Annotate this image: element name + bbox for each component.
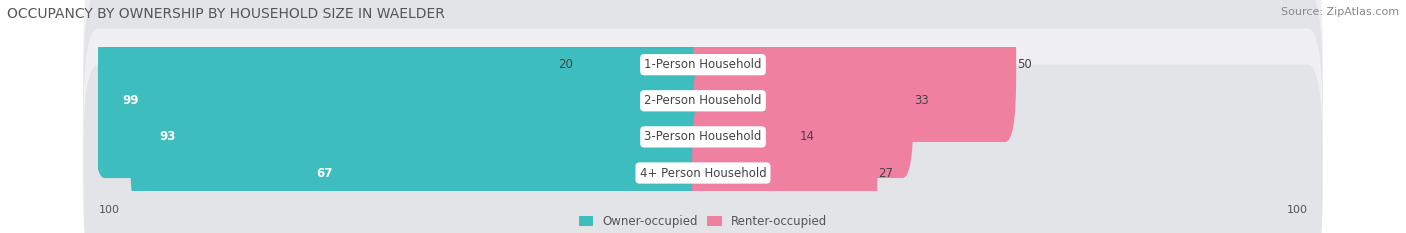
Text: 67: 67 (316, 167, 332, 179)
Text: 1-Person Household: 1-Person Household (644, 58, 762, 71)
FancyBboxPatch shape (692, 60, 799, 214)
FancyBboxPatch shape (287, 96, 714, 233)
Text: 4+ Person Household: 4+ Person Household (640, 167, 766, 179)
FancyBboxPatch shape (83, 0, 1323, 173)
FancyBboxPatch shape (571, 0, 714, 142)
FancyBboxPatch shape (94, 24, 714, 178)
Text: 99: 99 (122, 94, 139, 107)
Text: 27: 27 (879, 167, 893, 179)
Legend: Owner-occupied, Renter-occupied: Owner-occupied, Renter-occupied (574, 211, 832, 233)
Text: OCCUPANCY BY OWNERSHIP BY HOUSEHOLD SIZE IN WAELDER: OCCUPANCY BY OWNERSHIP BY HOUSEHOLD SIZE… (7, 7, 444, 21)
FancyBboxPatch shape (83, 28, 1323, 233)
FancyBboxPatch shape (83, 65, 1323, 233)
Text: 20: 20 (558, 58, 574, 71)
Text: 2-Person Household: 2-Person Household (644, 94, 762, 107)
Text: 33: 33 (915, 94, 929, 107)
Text: 3-Person Household: 3-Person Household (644, 130, 762, 143)
Text: 100: 100 (1286, 205, 1308, 215)
FancyBboxPatch shape (129, 60, 714, 214)
FancyBboxPatch shape (692, 96, 877, 233)
FancyBboxPatch shape (692, 24, 914, 178)
Text: 93: 93 (159, 130, 176, 143)
FancyBboxPatch shape (83, 0, 1323, 209)
Text: 50: 50 (1018, 58, 1032, 71)
FancyBboxPatch shape (692, 0, 1017, 142)
Text: 14: 14 (800, 130, 814, 143)
Text: Source: ZipAtlas.com: Source: ZipAtlas.com (1281, 7, 1399, 17)
Text: 100: 100 (98, 205, 120, 215)
